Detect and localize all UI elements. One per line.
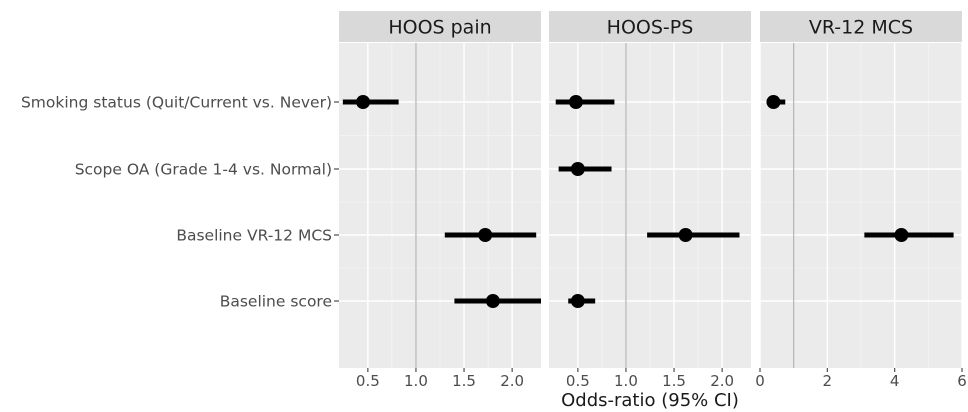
y-axis-labels: Smoking status (Quit/Current vs. Never) S… (21, 94, 339, 311)
facet-hoos-ps: HOOS-PS 0.5 1.0 1.5 2.0 (549, 11, 751, 390)
y-tick-label-baseline-vr-12-mcs: Baseline VR-12 MCS (176, 227, 332, 245)
x-tick-label: 1.5 (662, 372, 686, 390)
facet-title: HOOS-PS (607, 17, 694, 39)
y-tick-label-smoking-status-quit-current-vs-never: Smoking status (Quit/Current vs. Never) (21, 94, 332, 112)
facet-strip (760, 11, 962, 42)
x-tick-label: 0.5 (356, 372, 380, 390)
y-tick-label-baseline-score: Baseline score (220, 293, 332, 311)
facet-strip (339, 11, 541, 42)
facet-title: HOOS pain (388, 17, 491, 39)
point-estimate-baseline-score (485, 294, 500, 308)
x-tick-label: 1.0 (614, 372, 638, 390)
x-tick-label: 2.0 (500, 372, 524, 390)
x-tick-label: 1.0 (404, 372, 428, 390)
point-estimate-smoking-status-quit-current-vs-never (568, 95, 583, 109)
point-estimate-baseline-vr-12-mcs (678, 228, 693, 242)
facet-title: VR-12 MCS (809, 17, 913, 39)
facet-strip (549, 11, 751, 42)
x-tick-label: 1.5 (452, 372, 476, 390)
point-estimate-baseline-vr-12-mcs (894, 228, 909, 242)
x-tick-label: 0.5 (566, 372, 590, 390)
y-tick-label-scope-oa-grade-1-4-vs-normal: Scope OA (Grade 1-4 vs. Normal) (75, 161, 332, 179)
point-estimate-baseline-score (570, 294, 585, 308)
point-estimate-smoking-status-quit-current-vs-never (766, 95, 781, 109)
x-tick-label: 6 (957, 372, 967, 390)
x-tick-label: 2.0 (710, 372, 734, 390)
facet-vr-12-mcs: VR-12 MCS 0 2 4 6 (755, 11, 967, 390)
point-estimate-scope-oa-grade-1-4-vs-normal (570, 162, 585, 176)
x-axis-title: Odds-ratio (95% CI) (561, 390, 739, 411)
point-estimate-baseline-vr-12-mcs (478, 228, 493, 242)
facet-hoos-pain: HOOS pain 0.5 1.0 1.5 2.0 (339, 11, 541, 390)
x-tick-label: 2 (823, 372, 833, 390)
x-tick-label: 4 (890, 372, 900, 390)
point-estimate-smoking-status-quit-current-vs-never (356, 95, 371, 109)
x-tick-label: 0 (755, 372, 765, 390)
facet-panels: HOOS pain 0.5 1.0 1.5 2.0 HOOS-PS 0.5 1.0 1.5 2.0… (339, 11, 967, 390)
